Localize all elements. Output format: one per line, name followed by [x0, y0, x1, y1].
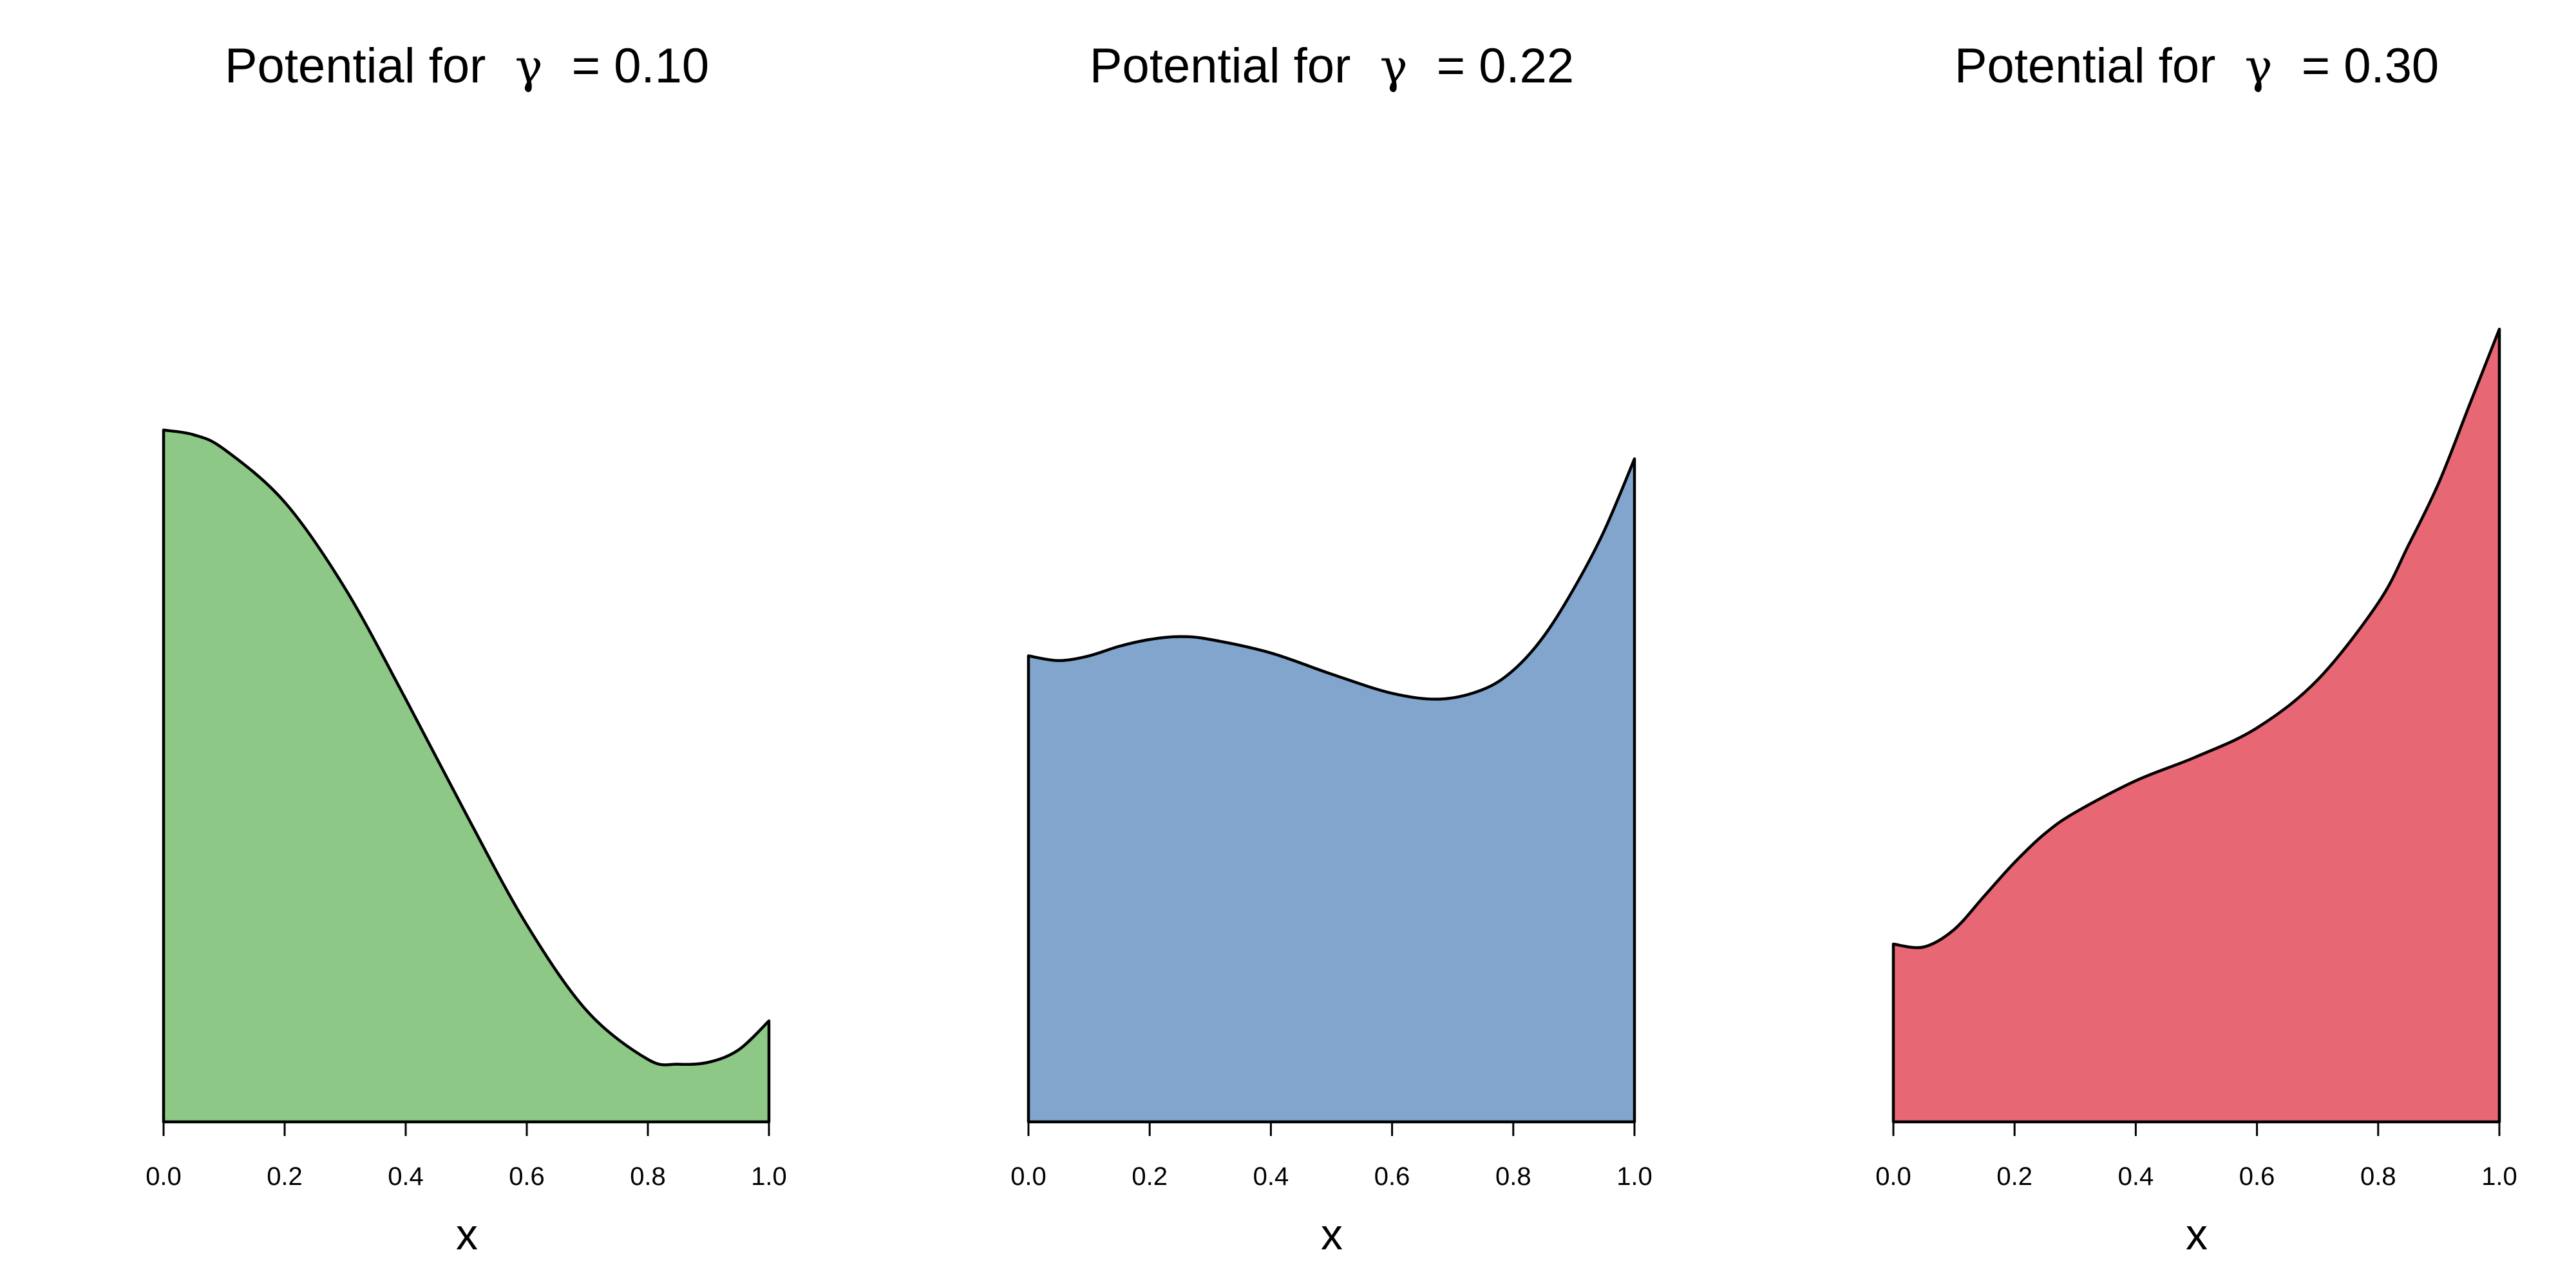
- x-tick-label: 0.2: [1132, 1162, 1168, 1191]
- x-tick-label: 1.0: [2481, 1162, 2517, 1191]
- x-axis-label: x: [2186, 1210, 2208, 1259]
- x-axis-label: x: [456, 1210, 478, 1259]
- x-tick-label: 0.0: [1010, 1162, 1046, 1191]
- title-value: = 0.10: [572, 39, 709, 93]
- title-value: = 0.30: [2302, 39, 2439, 93]
- potential-area: [1027, 457, 1636, 1124]
- panel-3: Potential for γ = 0.30 0.0 0.2 0.4 0.6 0.8 1.…: [1875, 39, 2517, 1259]
- gamma-symbol: γ: [1380, 39, 1408, 93]
- plot-area: 0.0 0.2 0.4 0.6 0.8 1.0: [1875, 327, 2517, 1191]
- panel-title: Potential for γ = 0.22: [1090, 39, 1574, 93]
- plot-area: 0.0 0.2 0.4 0.6 0.8 1.0: [1010, 457, 1653, 1191]
- x-tick-label: 0.8: [1495, 1162, 1531, 1191]
- x-tick-label: 0.4: [1253, 1162, 1289, 1191]
- potential-area: [1891, 327, 2501, 1124]
- x-tick-label: 0.6: [1374, 1162, 1410, 1191]
- title-prefix: Potential for: [225, 39, 486, 93]
- potential-area: [162, 428, 771, 1124]
- plot-area: 0.0 0.2 0.4 0.6 0.8 1.0: [146, 428, 787, 1191]
- gamma-symbol: γ: [515, 39, 543, 93]
- x-axis-label: x: [1321, 1210, 1343, 1259]
- panel-1: Potential for γ = 0.10 0.0 0.2 0.4 0.6 0.8 1.…: [146, 39, 787, 1259]
- panel-title: Potential for γ = 0.10: [225, 39, 709, 93]
- x-tick-label: 0.4: [388, 1162, 424, 1191]
- title-value: = 0.22: [1437, 39, 1574, 93]
- x-tick-label: 1.0: [751, 1162, 787, 1191]
- x-tick-label: 0.8: [630, 1162, 666, 1191]
- x-tick-label: 0.8: [2360, 1162, 2396, 1191]
- x-tick-label: 0.6: [509, 1162, 545, 1191]
- x-tick-label: 1.0: [1616, 1162, 1653, 1191]
- x-tick-label: 0.2: [267, 1162, 303, 1191]
- x-tick-label: 0.0: [146, 1162, 182, 1191]
- title-prefix: Potential for: [1090, 39, 1351, 93]
- x-tick-label: 0.2: [1996, 1162, 2032, 1191]
- x-tick-label: 0.4: [2118, 1162, 2154, 1191]
- panel-2: Potential for γ = 0.22 0.0 0.2 0.4 0.6 0.8 1.…: [1010, 39, 1653, 1259]
- panel-title: Potential for γ = 0.30: [1955, 39, 2439, 93]
- title-prefix: Potential for: [1955, 39, 2216, 93]
- x-tick-label: 0.0: [1875, 1162, 1911, 1191]
- gamma-symbol: γ: [2245, 39, 2273, 93]
- x-tick-label: 0.6: [2239, 1162, 2275, 1191]
